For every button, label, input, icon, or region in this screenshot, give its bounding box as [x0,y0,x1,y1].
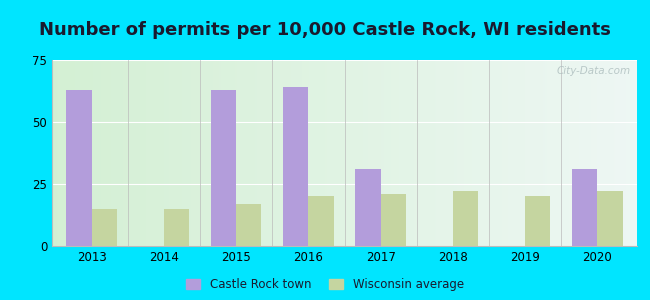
Bar [381,194,406,246]
Bar [66,90,92,246]
Text: Number of permits per 10,000 Castle Rock, WI residents: Number of permits per 10,000 Castle Rock… [39,21,611,39]
Bar [308,196,333,246]
Legend: Castle Rock town, Wisconsin average: Castle Rock town, Wisconsin average [186,278,464,291]
Bar [211,90,236,246]
Bar [236,204,261,246]
Bar [453,191,478,246]
Bar [283,87,308,246]
Bar [356,169,381,246]
Text: City-Data.com: City-Data.com [557,66,631,76]
Bar [164,209,189,246]
Bar [572,169,597,246]
Bar [597,191,623,246]
Bar [525,196,551,246]
Bar [92,209,117,246]
